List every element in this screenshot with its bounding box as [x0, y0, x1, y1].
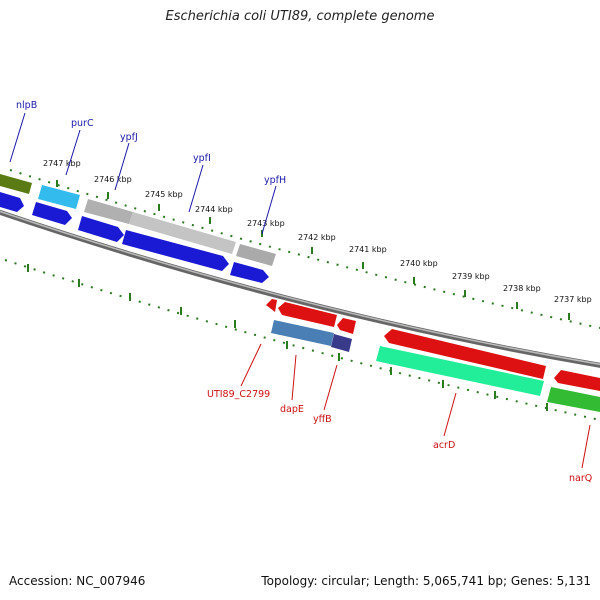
gene-forward-5 [230, 262, 269, 283]
gene-label-reverse: acrD [433, 440, 455, 451]
gene-label-reverse: UTI89_C2799 [207, 389, 270, 400]
gene-forward-3 [78, 216, 124, 242]
gene-UTI89_C2799 [271, 320, 334, 346]
gene-reverse-2 [278, 302, 337, 327]
kbp-label: 2743 kbp [247, 219, 285, 228]
gene-label-forward: ypfJ [120, 132, 138, 143]
gene-yffB [331, 334, 352, 352]
gene-label-reverse: yffB [313, 414, 332, 425]
gene-reverse-1 [266, 299, 277, 312]
kbp-label: 2746 kbp [94, 175, 132, 184]
kbp-label: 2740 kbp [400, 259, 438, 268]
gene-reverse-4 [384, 329, 546, 379]
gene-label-reverse: narQ [569, 473, 592, 484]
inner-ruler-ticks [27, 264, 548, 411]
gene-label-forward: purC [71, 118, 94, 129]
gene-forward-2 [32, 202, 72, 225]
gene-reverse-5 [554, 370, 600, 391]
gene-label-reverse: dapE [280, 404, 304, 415]
gene-ypfI [129, 212, 236, 254]
ruler-major-ticks [56, 180, 570, 320]
kbp-label: 2739 kbp [452, 272, 490, 281]
gene-narQ [547, 387, 600, 412]
gene-acrD [376, 346, 544, 396]
kbp-label: 2737 kbp [554, 295, 592, 304]
kbp-label: 2738 kbp [503, 284, 541, 293]
kbp-label: 2742 kbp [298, 233, 336, 242]
gene-nlpB [0, 174, 32, 194]
genome-title: Escherichia coli UTI89, complete genome [165, 9, 435, 24]
inner-tick-ring [4, 259, 600, 421]
kbp-label: 2741 kbp [349, 245, 387, 254]
gene-forward-4 [122, 230, 229, 271]
gene-ypfJ [84, 199, 133, 224]
kbp-label: 2744 kbp [195, 205, 233, 214]
kbp-label: 2747 kbp [43, 159, 81, 168]
accession-label: Accession: NC_007946 [9, 574, 146, 588]
gene-label-forward: nlpB [16, 100, 37, 111]
gene-ypfH [236, 244, 276, 266]
kbp-label: 2745 kbp [145, 190, 183, 199]
gene-forward-1 [0, 192, 24, 212]
gene-label-forward: ypfH [264, 175, 286, 186]
gene-purC [38, 185, 80, 209]
genome-backbone [0, 209, 600, 368]
gene-label-forward: ypfI [193, 153, 211, 164]
gene-reverse-3 [337, 318, 356, 334]
genome-info-label: Topology: circular; Length: 5,065,741 bp… [261, 574, 591, 588]
